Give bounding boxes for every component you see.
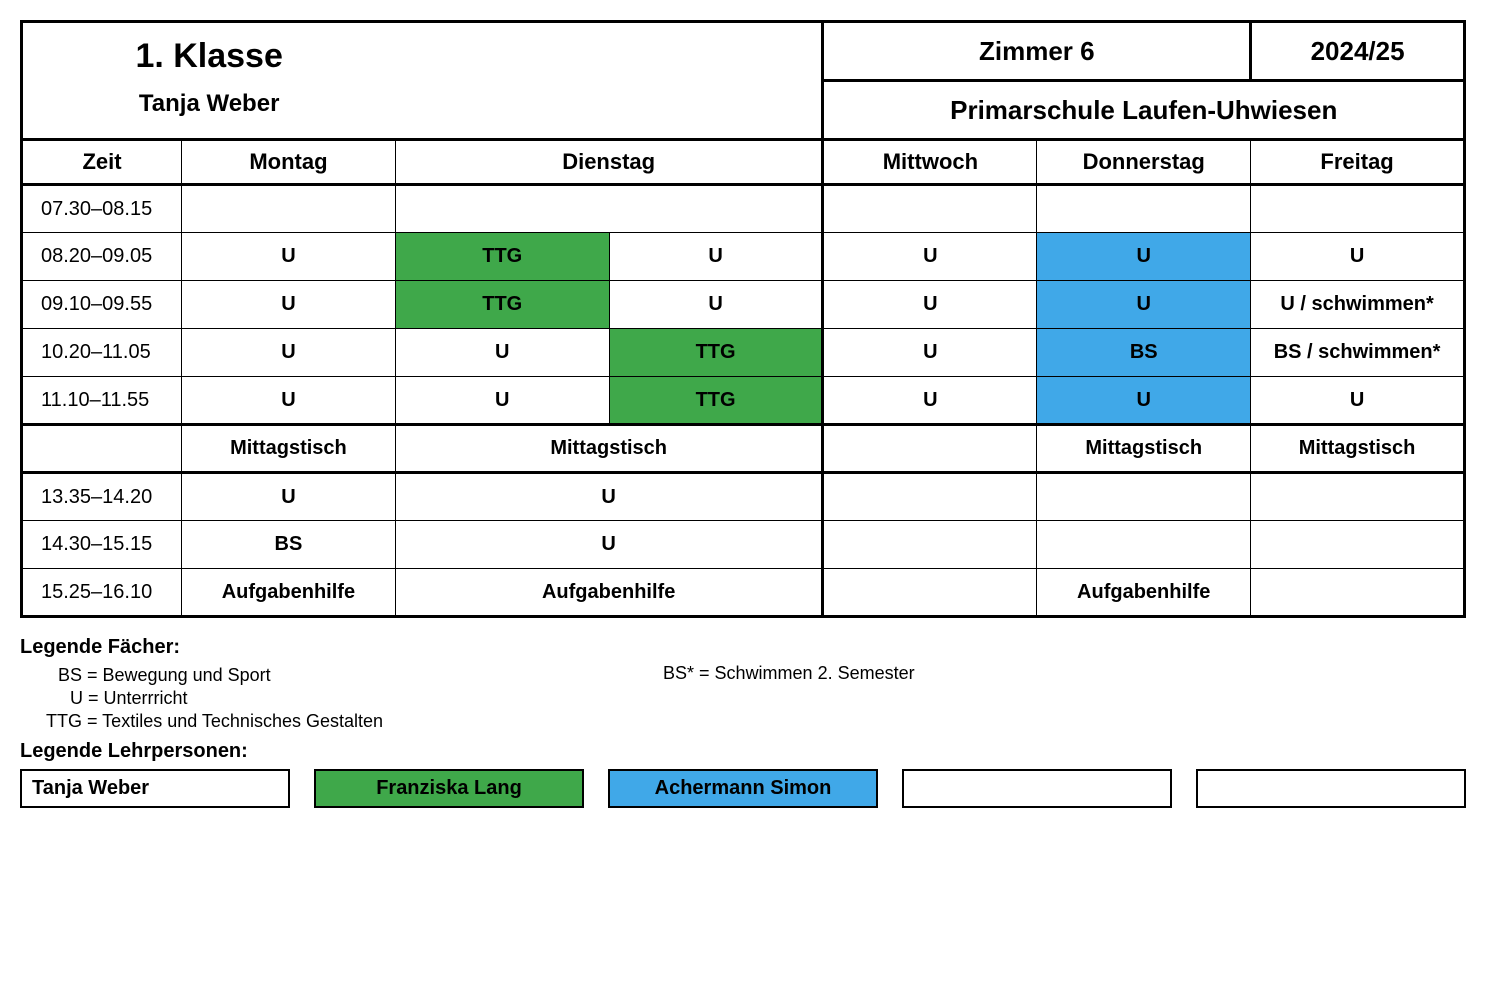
- r7-thu: Aufgabenhilfe: [1037, 569, 1251, 617]
- r6-fri: [1251, 521, 1465, 569]
- r4-wed: U: [823, 377, 1037, 425]
- col-tue: Dienstag: [395, 140, 823, 185]
- row-1430: 14.30–15.15 BS U: [22, 521, 1465, 569]
- r7-mon: Aufgabenhilfe: [182, 569, 396, 617]
- r0-thu: [1037, 185, 1251, 233]
- lunch-mon: Mittagstisch: [182, 425, 396, 473]
- r5-wed: [823, 473, 1037, 521]
- r6-mon: BS: [182, 521, 396, 569]
- time-0820: 08.20–09.05: [22, 233, 182, 281]
- class-title: 1. Klasse Tanja Weber: [22, 22, 396, 140]
- r5-fri: [1251, 473, 1465, 521]
- r5-tue: U: [395, 473, 823, 521]
- legend-teacher-5: [1196, 769, 1466, 808]
- lunch-thu: Mittagstisch: [1037, 425, 1251, 473]
- r0-mon: [182, 185, 396, 233]
- timetable: 1. Klasse Tanja Weber Zimmer 6 2024/25 P…: [20, 20, 1466, 618]
- time-lunch: [22, 425, 182, 473]
- r3-tueB: TTG: [609, 329, 823, 377]
- school-cell: Primarschule Laufen-Uhwiesen: [823, 81, 1465, 140]
- r1-fri: U: [1251, 233, 1465, 281]
- row-0730: 07.30–08.15: [22, 185, 1465, 233]
- room-cell: Zimmer 6: [823, 22, 1251, 81]
- r6-tue: U: [395, 521, 823, 569]
- time-1430: 14.30–15.15: [22, 521, 182, 569]
- legend-subjects-title: Legende Fächer:: [20, 636, 1466, 659]
- r2-tueB: U: [609, 281, 823, 329]
- r5-mon: U: [182, 473, 396, 521]
- time-1335: 13.35–14.20: [22, 473, 182, 521]
- time-1110: 11.10–11.55: [22, 377, 182, 425]
- time-0730: 07.30–08.15: [22, 185, 182, 233]
- r2-fri: U / schwimmen*: [1251, 281, 1465, 329]
- legend-teacher-4: [902, 769, 1172, 808]
- legend-subject-note: BS* = Schwimmen 2. Semester: [663, 663, 915, 684]
- r4-tueA: U: [395, 377, 609, 425]
- r1-wed: U: [823, 233, 1037, 281]
- col-fri: Freitag: [1251, 140, 1465, 185]
- row-1525: 15.25–16.10 Aufgabenhilfe Aufgabenhilfe …: [22, 569, 1465, 617]
- legend-teacher-1: Tanja Weber: [20, 769, 290, 808]
- r6-thu: [1037, 521, 1251, 569]
- legend-teachers-title: Legende Lehrpersonen:: [20, 740, 1466, 763]
- r1-thu: U: [1037, 233, 1251, 281]
- r3-fri: BS / schwimmen*: [1251, 329, 1465, 377]
- row-0910: 09.10–09.55 U TTG U U U U / schwimmen*: [22, 281, 1465, 329]
- lunch-tue: Mittagstisch: [395, 425, 823, 473]
- legend-teachers-row: Tanja Weber Franziska Lang Achermann Sim…: [20, 769, 1466, 808]
- legend-teacher-2: Franziska Lang: [314, 769, 584, 808]
- row-lunch: Mittagstisch Mittagstisch Mittagstisch M…: [22, 425, 1465, 473]
- r1-tueB: U: [609, 233, 823, 281]
- lunch-fri: Mittagstisch: [1251, 425, 1465, 473]
- r4-tueB: TTG: [609, 377, 823, 425]
- row-1110: 11.10–11.55 U U TTG U U U: [22, 377, 1465, 425]
- r2-wed: U: [823, 281, 1037, 329]
- class-teacher: Tanja Weber: [27, 86, 391, 132]
- legend-teacher-3: Achermann Simon: [608, 769, 878, 808]
- legend: Legende Fächer: BS = Bewegung und Sport …: [20, 636, 1466, 808]
- col-mon: Montag: [182, 140, 396, 185]
- r3-wed: U: [823, 329, 1037, 377]
- time-1020: 10.20–11.05: [22, 329, 182, 377]
- r2-mon: U: [182, 281, 396, 329]
- row-1335: 13.35–14.20 U U: [22, 473, 1465, 521]
- r3-mon: U: [182, 329, 396, 377]
- r4-mon: U: [182, 377, 396, 425]
- r7-fri: [1251, 569, 1465, 617]
- r7-tue: Aufgabenhilfe: [395, 569, 823, 617]
- r2-tueA: TTG: [395, 281, 609, 329]
- r6-wed: [823, 521, 1037, 569]
- r4-fri: U: [1251, 377, 1465, 425]
- r5-thu: [1037, 473, 1251, 521]
- r0-fri: [1251, 185, 1465, 233]
- r0-wed: [823, 185, 1037, 233]
- r1-mon: U: [182, 233, 396, 281]
- lunch-wed: [823, 425, 1037, 473]
- col-time: Zeit: [22, 140, 182, 185]
- year-cell: 2024/25: [1251, 22, 1465, 81]
- col-thu: Donnerstag: [1037, 140, 1251, 185]
- r1-tueA: TTG: [395, 233, 609, 281]
- time-0910: 09.10–09.55: [22, 281, 182, 329]
- timetable-page: 1. Klasse Tanja Weber Zimmer 6 2024/25 P…: [20, 20, 1466, 808]
- r0-tue: [395, 185, 823, 233]
- class-title-text: 1. Klasse: [27, 37, 391, 76]
- legend-subj-0: BS = Bewegung und Sport: [46, 665, 383, 686]
- row-0820: 08.20–09.05 U TTG U U U U: [22, 233, 1465, 281]
- legend-subject-defs: BS = Bewegung und Sport U = Unterrricht …: [46, 663, 383, 734]
- r3-thu: BS: [1037, 329, 1251, 377]
- r2-thu: U: [1037, 281, 1251, 329]
- legend-subj-2: TTG = Textiles und Technisches Gestalten: [46, 711, 383, 732]
- legend-subj-1: U = Unterrricht: [46, 688, 383, 709]
- col-wed: Mittwoch: [823, 140, 1037, 185]
- r3-tueA: U: [395, 329, 609, 377]
- row-1020: 10.20–11.05 U U TTG U BS BS / schwimmen*: [22, 329, 1465, 377]
- time-1525: 15.25–16.10: [22, 569, 182, 617]
- r4-thu: U: [1037, 377, 1251, 425]
- r7-wed: [823, 569, 1037, 617]
